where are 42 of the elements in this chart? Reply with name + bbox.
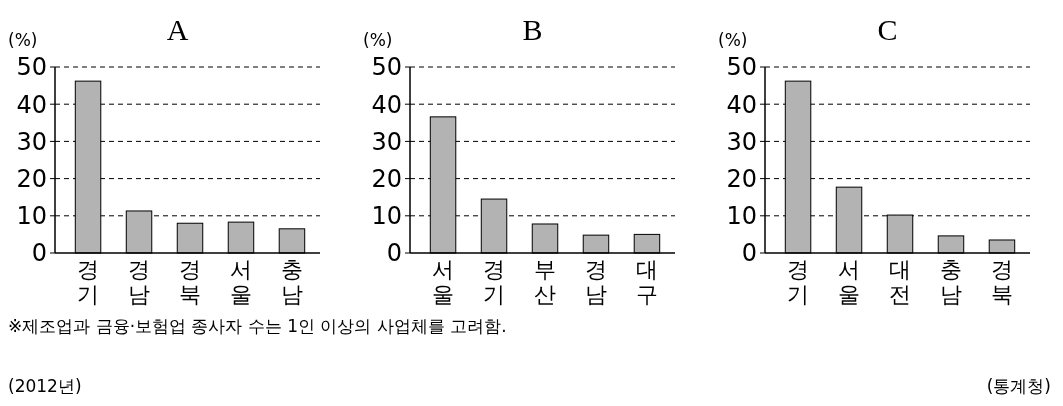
y-tick-label: 0 (741, 239, 757, 268)
x-tick-label: 대구 (635, 257, 658, 307)
text: ※제조업과 금융·보험업 종사자 수는 1인 이상의 사업체를 고려함. (8, 316, 507, 336)
x-tick-label: 경북 (990, 257, 1013, 307)
chart-title: B (522, 13, 543, 46)
y-tick-label: 20 (16, 165, 47, 193)
chart-title: A (166, 13, 189, 46)
x-tick-label: 충남 (280, 257, 303, 307)
y-tick-label: 10 (371, 202, 402, 231)
x-tick-label: 서울 (838, 257, 861, 307)
x-tick-label: 경기 (77, 257, 100, 307)
y-axis-title: (%) (718, 30, 748, 50)
y-tick-label: 10 (16, 202, 47, 231)
y-tick-label: 0 (31, 239, 47, 268)
x-tick-label: 충남 (939, 257, 962, 307)
y-tick-label: 30 (16, 127, 47, 156)
y-tick-label: 40 (371, 90, 402, 119)
x-tick-label: 대전 (889, 257, 911, 307)
y-tick-label: 50 (726, 53, 757, 82)
y-tick-label: 20 (371, 165, 402, 193)
x-tick-label: 경남 (584, 257, 607, 307)
y-axis-title: (%) (8, 30, 38, 50)
y-tick-label: 50 (16, 53, 47, 82)
x-tick-label: 서울 (229, 257, 252, 307)
text: (통계청) (986, 376, 1051, 396)
y-tick-label: 20 (726, 165, 757, 193)
y-tick-label: 40 (16, 90, 47, 119)
y-tick-label: 30 (726, 127, 757, 156)
chart-title: C (877, 13, 898, 46)
y-tick-label: 40 (726, 90, 757, 119)
x-tick-label: 경남 (128, 257, 151, 307)
y-tick-label: 50 (371, 53, 402, 82)
y-axis-title: (%) (363, 30, 393, 50)
x-tick-label: 서울 (432, 257, 455, 307)
x-tick-label: 경기 (483, 257, 506, 307)
y-tick-label: 0 (386, 239, 402, 268)
y-tick-label: 10 (726, 202, 757, 231)
text: (2012년) (8, 376, 82, 396)
x-tick-label: 경북 (179, 257, 201, 307)
x-tick-label: 부산 (534, 257, 556, 307)
x-tick-label: 경기 (787, 257, 810, 307)
y-tick-label: 30 (371, 127, 402, 156)
